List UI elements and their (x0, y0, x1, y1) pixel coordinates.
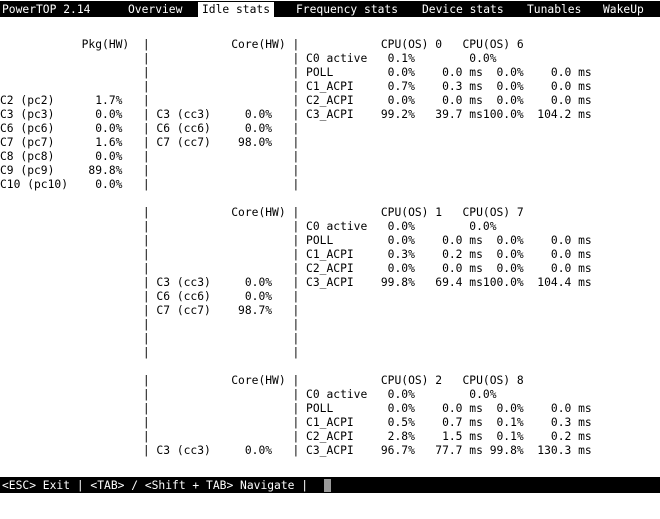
stats-line: | | (0, 318, 300, 331)
tab-idle-stats[interactable]: Idle stats (198, 2, 275, 19)
stats-line: Pkg(HW) | Core(HW) | CPU(OS) 0 CPU(OS) 6 (0, 38, 524, 51)
stats-line: | | C2_ACPI 2.8% 1.5 ms 0.1% 0.2 ms (0, 430, 592, 443)
stats-line: C10 (pc10) 0.0% | | (0, 178, 300, 191)
stats-line: | | POLL 0.0% 0.0 ms 0.0% 0.0 ms (0, 66, 592, 79)
stats-line: | C6 (cc6) 0.0% | (0, 290, 300, 303)
stats-line: | | C0 active 0.0% 0.0% (0, 388, 497, 401)
stats-line: | Core(HW) | CPU(OS) 1 CPU(OS) 7 (0, 206, 524, 219)
stats-line: | Core(HW) | CPU(OS) 2 CPU(OS) 8 (0, 374, 524, 387)
stats-line: | | C1_ACPI 0.3% 0.2 ms 0.0% 0.0 ms (0, 248, 592, 261)
tab-frequency-stats[interactable]: Frequency stats (296, 3, 399, 16)
footer-help-text: <ESC> Exit | <TAB> / <Shift + TAB> Navig… (2, 479, 309, 492)
stats-line: C8 (pc8) 0.0% | | (0, 150, 300, 163)
tab-tunables[interactable]: Tunables (527, 3, 582, 16)
stats-line: | | C1_ACPI 0.7% 0.3 ms 0.0% 0.0 ms (0, 80, 592, 93)
status-footer: <ESC> Exit | <TAB> / <Shift + TAB> Navig… (0, 477, 660, 493)
stats-line: | | POLL 0.0% 0.0 ms 0.0% 0.0 ms (0, 402, 592, 415)
stats-line: | C3 (cc3) 0.0% | C3_ACPI 99.8% 69.4 ms1… (0, 276, 592, 289)
stats-line: C2 (pc2) 1.7% | | C2_ACPI 0.0% 0.0 ms 0.… (0, 94, 592, 107)
stats-line: | | C1_ACPI 0.5% 0.7 ms 0.1% 0.3 ms (0, 416, 592, 429)
stats-line: C3 (pc3) 0.0% | C3 (cc3) 0.0% | C3_ACPI … (0, 108, 592, 121)
stats-line: | | C0 active 0.0% 0.0% (0, 220, 497, 233)
stats-line: C7 (pc7) 1.6% | C7 (cc7) 98.0% | (0, 136, 300, 149)
stats-line: | | POLL 0.0% 0.0 ms 0.0% 0.0 ms (0, 234, 592, 247)
terminal-cursor (324, 479, 331, 492)
app-title: PowerTOP 2.14 (2, 3, 91, 16)
tab-bar: PowerTOP 2.14 Overview Idle stats Freque… (0, 1, 660, 19)
stats-line: | C3 (cc3) 0.0% | C3_ACPI 96.7% 77.7 ms … (0, 444, 592, 457)
tab-overview[interactable]: Overview (128, 3, 183, 16)
stats-line: | | C0 active 0.1% 0.0% (0, 52, 497, 65)
stats-line: | | (0, 332, 300, 345)
stats-line: C9 (pc9) 89.8% | | (0, 164, 300, 177)
stats-line: | | C2_ACPI 0.0% 0.0 ms 0.0% 0.0 ms (0, 262, 592, 275)
tab-wakeup[interactable]: WakeUp (603, 3, 644, 16)
stats-line: | C7 (cc7) 98.7% | (0, 304, 300, 317)
stats-line: | | (0, 346, 300, 359)
stats-line: C6 (pc6) 0.0% | C6 (cc6) 0.0% | (0, 122, 300, 135)
tab-device-stats[interactable]: Device stats (422, 3, 504, 16)
